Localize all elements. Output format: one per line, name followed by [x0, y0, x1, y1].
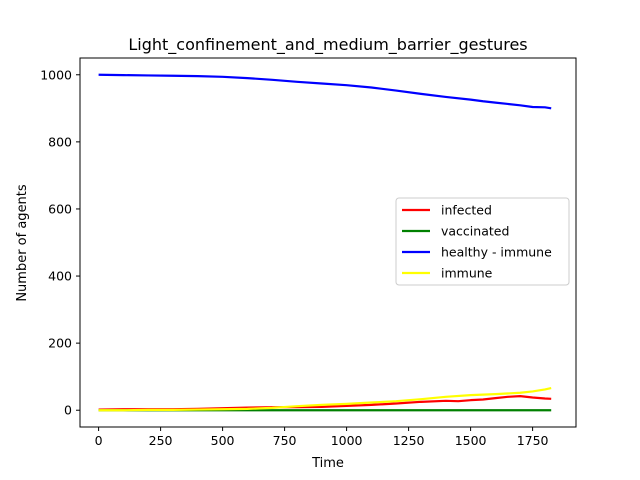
series-line-healthy-immune: [98, 73, 552, 110]
x-tick-label: 250: [149, 433, 173, 448]
x-axis-ticks: 0 250 500 750 1000 1250 1500 1750: [95, 427, 549, 448]
series-line-immune: [98, 387, 552, 412]
x-tick-label: 0: [95, 433, 103, 448]
legend-label: immune: [441, 266, 493, 281]
y-tick-label: 1000: [40, 67, 72, 82]
legend-label: vaccinated: [441, 224, 509, 239]
legend-label: healthy - immune: [441, 245, 552, 260]
x-tick-label: 1750: [517, 433, 549, 448]
plot-frame: [79, 57, 577, 428]
y-tick-label: 0: [64, 403, 72, 418]
chart-title: Light_confinement_and_medium_barrier_ges…: [128, 35, 527, 55]
y-tick-label: 600: [48, 201, 72, 216]
x-tick-label: 1500: [455, 433, 487, 448]
legend: infected vaccinated healthy - immune immune: [395, 197, 570, 286]
y-tick-label: 800: [48, 134, 72, 149]
legend-label: infected: [441, 203, 492, 218]
x-tick-label: 1250: [393, 433, 425, 448]
x-axis-label: Time: [311, 456, 344, 471]
legend-box: [395, 197, 570, 286]
x-tick-label: 750: [273, 433, 297, 448]
x-tick-label: 1000: [331, 433, 363, 448]
y-axis-ticks: 0 200 400 600 800 1000: [40, 67, 80, 418]
series-layer: [98, 73, 552, 412]
y-axis-label: Number of agents: [15, 184, 30, 302]
y-tick-label: 400: [48, 269, 72, 284]
y-tick-label: 200: [48, 336, 72, 351]
x-tick-label: 500: [211, 433, 235, 448]
